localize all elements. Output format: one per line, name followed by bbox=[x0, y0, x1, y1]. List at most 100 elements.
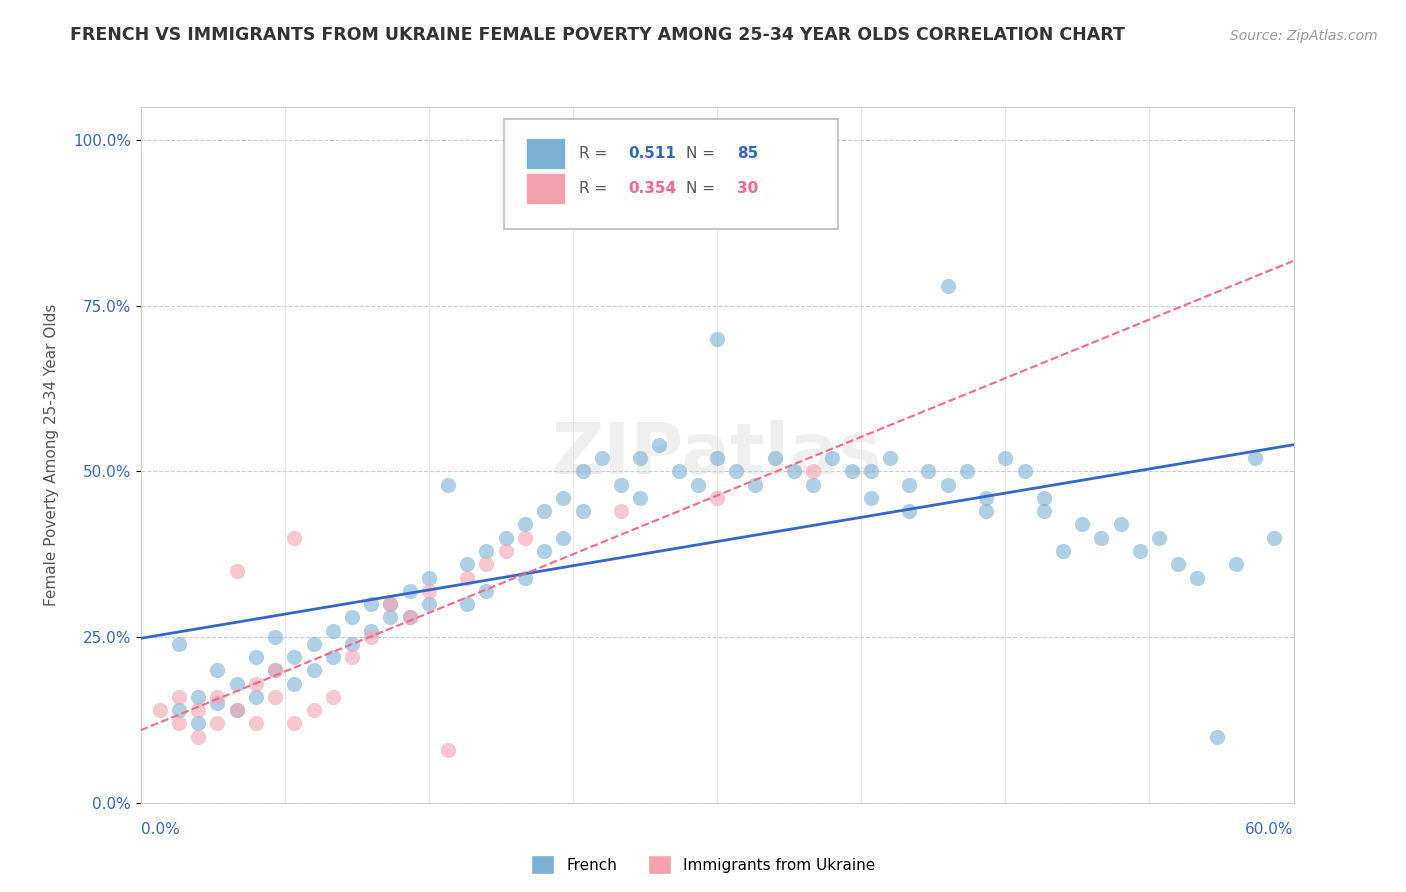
Point bbox=[725, 465, 748, 479]
Point bbox=[591, 451, 613, 466]
Point bbox=[245, 650, 267, 665]
Point bbox=[706, 491, 728, 505]
Point bbox=[1032, 491, 1054, 505]
Text: 0.511: 0.511 bbox=[628, 146, 676, 161]
Point bbox=[513, 517, 536, 532]
Point bbox=[225, 676, 247, 690]
Text: 30: 30 bbox=[737, 181, 758, 196]
Point bbox=[936, 279, 959, 293]
Point bbox=[936, 477, 959, 491]
Point bbox=[783, 465, 806, 479]
Text: 0.0%: 0.0% bbox=[141, 822, 180, 837]
Point bbox=[207, 663, 229, 677]
Point bbox=[418, 583, 440, 598]
Point bbox=[1071, 517, 1094, 532]
Text: 0.354: 0.354 bbox=[628, 181, 676, 196]
Point bbox=[302, 703, 325, 717]
Point bbox=[994, 451, 1017, 466]
Point bbox=[340, 650, 363, 665]
Point bbox=[187, 703, 209, 717]
Point bbox=[167, 703, 190, 717]
Point bbox=[340, 637, 363, 651]
Point bbox=[974, 491, 997, 505]
Point bbox=[898, 504, 921, 518]
Point bbox=[706, 451, 728, 466]
Point bbox=[917, 465, 939, 479]
Point bbox=[533, 544, 555, 558]
Text: ZIPatlas: ZIPatlas bbox=[553, 420, 882, 490]
Point bbox=[1052, 544, 1074, 558]
Point bbox=[225, 703, 247, 717]
Point bbox=[801, 465, 824, 479]
Bar bbox=[527, 139, 564, 169]
Point bbox=[380, 597, 402, 611]
Point bbox=[398, 583, 420, 598]
Point bbox=[264, 630, 287, 644]
Point bbox=[283, 716, 305, 731]
Text: FRENCH VS IMMIGRANTS FROM UKRAINE FEMALE POVERTY AMONG 25-34 YEAR OLDS CORRELATI: FRENCH VS IMMIGRANTS FROM UKRAINE FEMALE… bbox=[70, 26, 1125, 44]
Point bbox=[380, 610, 402, 624]
Point bbox=[418, 570, 440, 584]
Point bbox=[437, 743, 460, 757]
Point bbox=[283, 531, 305, 545]
FancyBboxPatch shape bbox=[503, 119, 838, 229]
Point bbox=[187, 690, 209, 704]
Point bbox=[225, 703, 247, 717]
Text: Source: ZipAtlas.com: Source: ZipAtlas.com bbox=[1230, 29, 1378, 43]
Point bbox=[801, 477, 824, 491]
Point bbox=[380, 597, 402, 611]
Point bbox=[821, 451, 844, 466]
Point bbox=[898, 477, 921, 491]
Point bbox=[245, 676, 267, 690]
Point bbox=[1167, 558, 1189, 572]
Point bbox=[1109, 517, 1132, 532]
Point bbox=[1090, 531, 1112, 545]
Point bbox=[628, 491, 651, 505]
Point bbox=[744, 477, 766, 491]
Point bbox=[1205, 730, 1227, 744]
Point bbox=[475, 583, 498, 598]
Point bbox=[1147, 531, 1170, 545]
Point bbox=[264, 663, 287, 677]
Point bbox=[322, 650, 344, 665]
Point bbox=[533, 504, 555, 518]
Point bbox=[648, 438, 671, 452]
Point bbox=[456, 570, 478, 584]
Point bbox=[283, 676, 305, 690]
Text: R =: R = bbox=[579, 146, 612, 161]
Point bbox=[418, 597, 440, 611]
Point bbox=[1225, 558, 1247, 572]
Point bbox=[1014, 465, 1036, 479]
Point bbox=[207, 716, 229, 731]
Point bbox=[553, 491, 575, 505]
Point bbox=[398, 610, 420, 624]
Point bbox=[706, 332, 728, 346]
Text: R =: R = bbox=[579, 181, 612, 196]
Point bbox=[360, 630, 382, 644]
Point bbox=[245, 690, 267, 704]
Point bbox=[668, 465, 690, 479]
Point bbox=[437, 477, 460, 491]
Point bbox=[167, 690, 190, 704]
Point bbox=[571, 465, 593, 479]
Point bbox=[610, 504, 633, 518]
Point bbox=[340, 610, 363, 624]
Point bbox=[859, 491, 882, 505]
Point bbox=[956, 465, 979, 479]
Point bbox=[167, 716, 190, 731]
Point bbox=[571, 504, 593, 518]
Point bbox=[841, 465, 863, 479]
Point bbox=[302, 663, 325, 677]
Text: N =: N = bbox=[686, 181, 720, 196]
Point bbox=[1187, 570, 1209, 584]
Point bbox=[1244, 451, 1267, 466]
Point bbox=[456, 597, 478, 611]
Point bbox=[264, 663, 287, 677]
Legend: French, Immigrants from Ukraine: French, Immigrants from Ukraine bbox=[524, 849, 882, 880]
Point bbox=[322, 690, 344, 704]
Point bbox=[1032, 504, 1054, 518]
Point bbox=[879, 451, 901, 466]
Point bbox=[475, 558, 498, 572]
Point bbox=[207, 690, 229, 704]
Point bbox=[686, 477, 709, 491]
